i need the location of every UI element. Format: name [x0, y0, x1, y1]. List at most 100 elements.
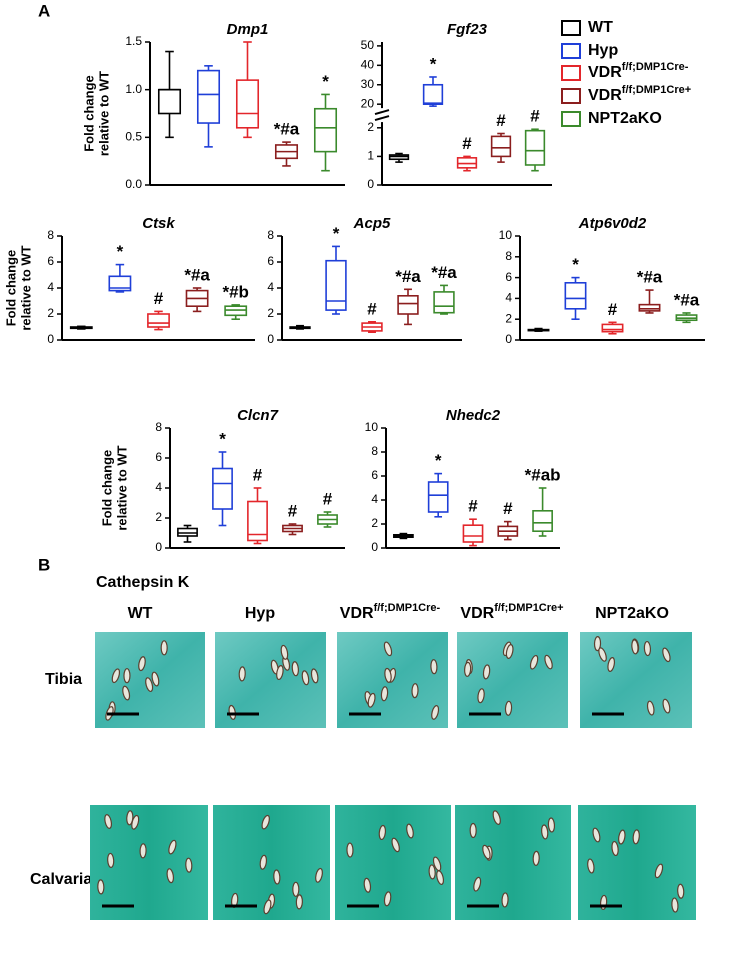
row-label: Tibia: [45, 671, 82, 688]
significance-label: *: [572, 255, 579, 274]
y-tick-label: 4: [371, 492, 378, 506]
cell: [346, 842, 354, 858]
cell: [505, 644, 514, 659]
y-tick-label: 0: [367, 177, 374, 191]
cell: [107, 852, 115, 869]
cell: [185, 857, 193, 873]
label: VDRf/f;DMP1Cre-: [340, 602, 441, 622]
label: VDRf/f;DMP1Cre+: [460, 602, 563, 622]
cell: [671, 897, 679, 913]
cell: [469, 822, 477, 839]
box: [397, 294, 419, 315]
y-tick-label: 10: [365, 420, 379, 434]
box: [433, 291, 455, 314]
cell: [280, 644, 289, 660]
row-label: Calvaria: [30, 871, 92, 888]
y-tick-label: 10: [499, 228, 513, 242]
box: [532, 509, 553, 532]
cell: [126, 810, 134, 826]
cell: [139, 843, 147, 859]
label-text: Hyp: [588, 42, 618, 59]
label: WT: [588, 19, 613, 36]
cell: [544, 654, 553, 670]
y-axis-label: Fold change: [81, 75, 96, 152]
cell: [263, 899, 272, 915]
cell: [151, 671, 160, 687]
box: [564, 281, 587, 310]
cell: [501, 892, 509, 908]
significance-label: *: [435, 451, 442, 470]
cell: [276, 665, 284, 681]
cell: [391, 837, 400, 853]
box: [196, 69, 221, 124]
y-tick-label: 2: [155, 510, 162, 524]
y-tick-label: 30: [361, 77, 375, 91]
box: [422, 83, 444, 105]
cell: [238, 666, 246, 682]
y-tick-label: 2: [267, 306, 274, 320]
cell: [492, 810, 501, 825]
cell: [646, 700, 655, 716]
legend-swatch: [561, 43, 581, 59]
y-tick-label: 6: [267, 254, 274, 268]
label-text: VDR: [460, 605, 494, 622]
cell: [504, 700, 513, 716]
y-tick-label: 0.5: [125, 130, 142, 144]
y-tick-label: 0.0: [125, 177, 142, 191]
cell: [464, 661, 472, 677]
label: VDRf/f;DMP1Cre+: [588, 84, 691, 104]
legend-swatch: [561, 65, 581, 81]
chart-title: Nhedc2: [446, 407, 501, 424]
cell: [261, 814, 270, 830]
cell: [97, 879, 105, 895]
box: [524, 129, 546, 166]
cell: [529, 654, 539, 670]
significance-label: *#a: [274, 120, 300, 139]
y-axis-label: relative to WT: [114, 445, 129, 530]
cell: [384, 667, 392, 683]
y-tick-label: 6: [371, 468, 378, 482]
y-tick-label: 4: [267, 280, 274, 294]
significance-label: #: [323, 489, 333, 508]
significance-label: *#a: [395, 267, 421, 286]
stain-label: Cathepsin K: [96, 574, 190, 591]
significance-label: *#a: [431, 263, 457, 282]
cell: [123, 668, 131, 684]
cell: [654, 863, 664, 879]
significance-label: *#ab: [525, 465, 561, 484]
cell: [168, 839, 177, 855]
cell: [104, 814, 113, 829]
significance-label: *: [333, 224, 340, 243]
chart-title: Fgf23: [447, 21, 488, 38]
y-tick-label: 8: [47, 228, 54, 242]
label-superscript: f/f;DMP1Cre+: [494, 602, 563, 614]
micrograph: [335, 805, 451, 920]
chart-title: Clcn7: [237, 407, 279, 424]
box: [427, 481, 449, 513]
label-text: VDR: [588, 64, 622, 81]
label: NPT2aKO: [588, 110, 662, 127]
label-text: Hyp: [245, 605, 275, 622]
y-tick-label: 2: [367, 120, 374, 134]
box: [212, 467, 233, 510]
cell: [662, 698, 671, 714]
y-tick-label: 0: [371, 540, 378, 554]
y-tick-label: 6: [47, 254, 54, 268]
significance-label: #: [608, 300, 618, 319]
cell: [273, 869, 281, 885]
label-text: VDR: [340, 605, 374, 622]
significance-label: *#a: [674, 290, 700, 309]
significance-label: *#a: [184, 265, 210, 284]
y-tick-label: 20: [361, 96, 375, 110]
significance-label: *: [117, 242, 124, 261]
y-tick-label: 40: [361, 57, 375, 71]
cell: [315, 867, 323, 883]
cell: [482, 844, 491, 860]
y-tick-label: 1.5: [125, 34, 142, 48]
label-superscript: f/f;DMP1Cre-: [622, 61, 689, 73]
significance-label: *#a: [637, 268, 663, 287]
label-text: WT: [588, 19, 613, 36]
y-axis-label: relative to WT: [18, 245, 33, 330]
significance-label: #: [253, 465, 263, 484]
y-tick-label: 50: [361, 38, 375, 52]
